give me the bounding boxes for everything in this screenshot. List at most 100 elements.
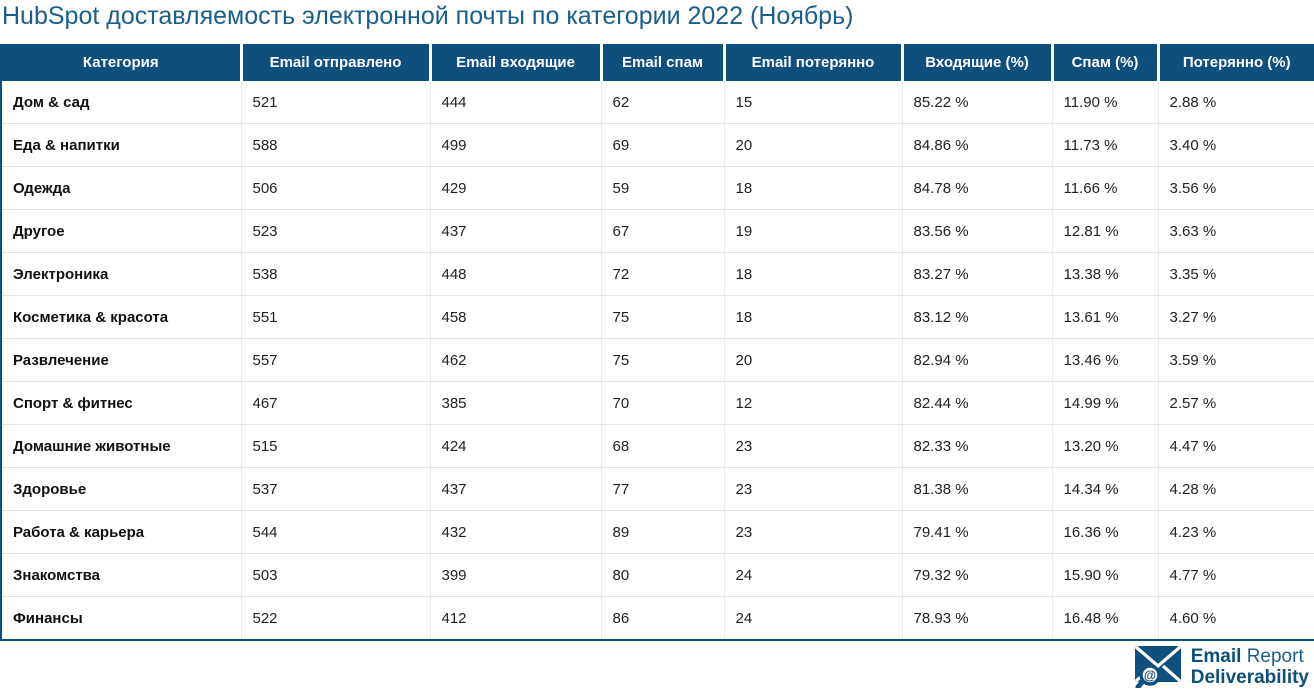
- value-cell: 81.38 %: [902, 467, 1053, 511]
- value-cell: 18: [724, 295, 903, 339]
- value-cell: 4.60 %: [1169, 609, 1217, 627]
- logo-text: Email Report Deliverability: [1191, 646, 1309, 688]
- column-header-5: Входящие (%): [902, 44, 1054, 81]
- value-cell: 14.99 %: [1052, 381, 1159, 425]
- logo-word-email: Email: [1190, 645, 1242, 667]
- category-cell: Домашние животные: [1, 424, 242, 468]
- value-cell: 13.46 %: [1052, 338, 1159, 382]
- value-cell: 14.34 %: [1052, 467, 1159, 511]
- value-cell: 13.61 %: [1052, 295, 1159, 339]
- category-cell: Одежда: [1, 166, 242, 210]
- value-cell: 67: [601, 209, 725, 253]
- value-cell: 551: [241, 295, 431, 339]
- value-cell: 11.90 %: [1052, 81, 1159, 124]
- value-cell: 4.77 %: [1158, 553, 1314, 597]
- value-cell: 78.93 %: [902, 596, 1053, 640]
- category-cell: Электроника: [1, 252, 242, 296]
- value-cell: 437: [430, 209, 602, 253]
- logo-word-report: Report: [1246, 645, 1304, 667]
- value-cell: 12: [724, 381, 903, 425]
- value-cell: 544: [241, 510, 431, 554]
- value-cell: 444: [430, 81, 602, 124]
- value-cell: 18: [724, 166, 903, 210]
- value-cell: 75: [601, 295, 725, 339]
- value-cell: 11.73 %: [1052, 123, 1159, 167]
- value-cell: 4.23 %: [1158, 510, 1314, 554]
- value-cell: 82.44 %: [902, 381, 1053, 425]
- value-cell: 69: [601, 123, 725, 167]
- value-cell: 89: [601, 510, 725, 554]
- value-cell: 79.41 %: [902, 510, 1053, 554]
- category-cell: Финансы: [1, 596, 242, 640]
- value-cell: 77: [601, 467, 725, 511]
- value-cell: 588: [241, 123, 431, 167]
- value-cell: 4.47 %: [1158, 424, 1314, 468]
- column-header-2: Email входящие: [430, 44, 603, 81]
- value-cell: 72: [601, 252, 725, 296]
- category-cell: Косметика & красота: [1, 295, 242, 339]
- email-report-logo-icon: @: [1134, 645, 1182, 689]
- value-cell: 4.28 %: [1158, 467, 1314, 511]
- value-cell: 83.12 %: [902, 295, 1053, 339]
- value-cell: 24: [724, 553, 903, 597]
- category-cell: Знакомства: [1, 553, 242, 597]
- value-cell: 82.94 %: [902, 338, 1053, 382]
- table-row: Другое 523 437 67 19 83.56 % 12.81 % 3.63 %: [1, 209, 1314, 253]
- column-header-1: Email отправлено: [241, 44, 432, 81]
- category-cell: Развлечение: [1, 338, 242, 382]
- value-cell: 75: [601, 338, 725, 382]
- value-cell: 13.38 %: [1052, 252, 1159, 296]
- value-cell: 3.27 %: [1158, 295, 1314, 339]
- value-cell: 24: [724, 596, 903, 640]
- category-cell: Еда & напитки: [1, 123, 242, 167]
- value-cell: 2.57 %: [1158, 381, 1314, 425]
- value-cell: 84.78 %: [902, 166, 1053, 210]
- table-row: Спорт & фитнес 467 385 70 12 82.44 % 14.99 % 2.…: [1, 381, 1314, 425]
- deliverability-table: Категория Email отправлено Email входящие E…: [0, 44, 1314, 641]
- value-cell: 68: [601, 424, 725, 468]
- column-header-0: Категория: [1, 44, 243, 81]
- value-cell: 13.20 %: [1052, 424, 1159, 468]
- value-cell: 437: [430, 467, 602, 511]
- value-cell: 79.32 %: [902, 553, 1053, 597]
- value-cell: 23: [724, 467, 903, 511]
- value-cell: 385: [430, 381, 602, 425]
- value-cell: 467: [241, 381, 431, 425]
- value-cell: 537: [241, 467, 431, 511]
- value-cell: 538: [241, 252, 431, 296]
- value-cell: 20: [724, 338, 903, 382]
- value-cell: 20: [724, 123, 903, 167]
- value-cell: 429: [430, 166, 602, 210]
- table-row: Домашние животные 515 424 68 23 82.33 % 13.20 …: [1, 424, 1314, 468]
- value-cell: 19: [724, 209, 903, 253]
- value-cell: 84.86 %: [902, 123, 1053, 167]
- value-cell: 16.36 %: [1052, 510, 1159, 554]
- value-cell: 515: [241, 424, 431, 468]
- value-cell: 503: [241, 553, 431, 597]
- value-cell: 3.56 %: [1158, 166, 1314, 210]
- value-cell: 3.63 %: [1158, 209, 1314, 253]
- value-cell: 557: [241, 338, 431, 382]
- value-cell: 18: [724, 252, 903, 296]
- column-header-4: Email потерянно: [724, 44, 904, 81]
- value-cell: 83.27 %: [902, 252, 1053, 296]
- footer-logo: @ Email Report Deliverability: [1134, 645, 1309, 689]
- value-cell: 522: [241, 596, 431, 640]
- at-symbol: @: [1144, 669, 1156, 683]
- value-cell: 3.40 %: [1158, 123, 1314, 167]
- category-cell: Работа & карьера: [1, 510, 242, 554]
- category-cell: Другое: [1, 209, 242, 253]
- table-row: Еда & напитки 588 499 69 20 84.86 % 11.73 % 3.4…: [1, 123, 1314, 167]
- value-cell: 80: [601, 553, 725, 597]
- value-cell: 458: [430, 295, 602, 339]
- value-cell: 448: [430, 252, 602, 296]
- value-cell: 15.90 %: [1052, 553, 1159, 597]
- table-row: Дом & сад 521 444 62 15 85.22 % 11.90 % 2.88 %: [1, 81, 1314, 124]
- category-cell: Дом & сад: [1, 81, 242, 124]
- logo-word-deliverability: Deliverability: [1190, 666, 1309, 688]
- table-row: Косметика & красота 551 458 75 18 83.12 % 13.6…: [1, 295, 1314, 339]
- category-cell: Спорт & фитнес: [1, 381, 242, 425]
- value-cell: 2.88 %: [1158, 81, 1314, 124]
- table-header-row: Категория Email отправлено Email входящие E…: [1, 44, 1314, 81]
- table-row: Одежда 506 429 59 18 84.78 % 11.66 % 3.56 %: [1, 166, 1314, 210]
